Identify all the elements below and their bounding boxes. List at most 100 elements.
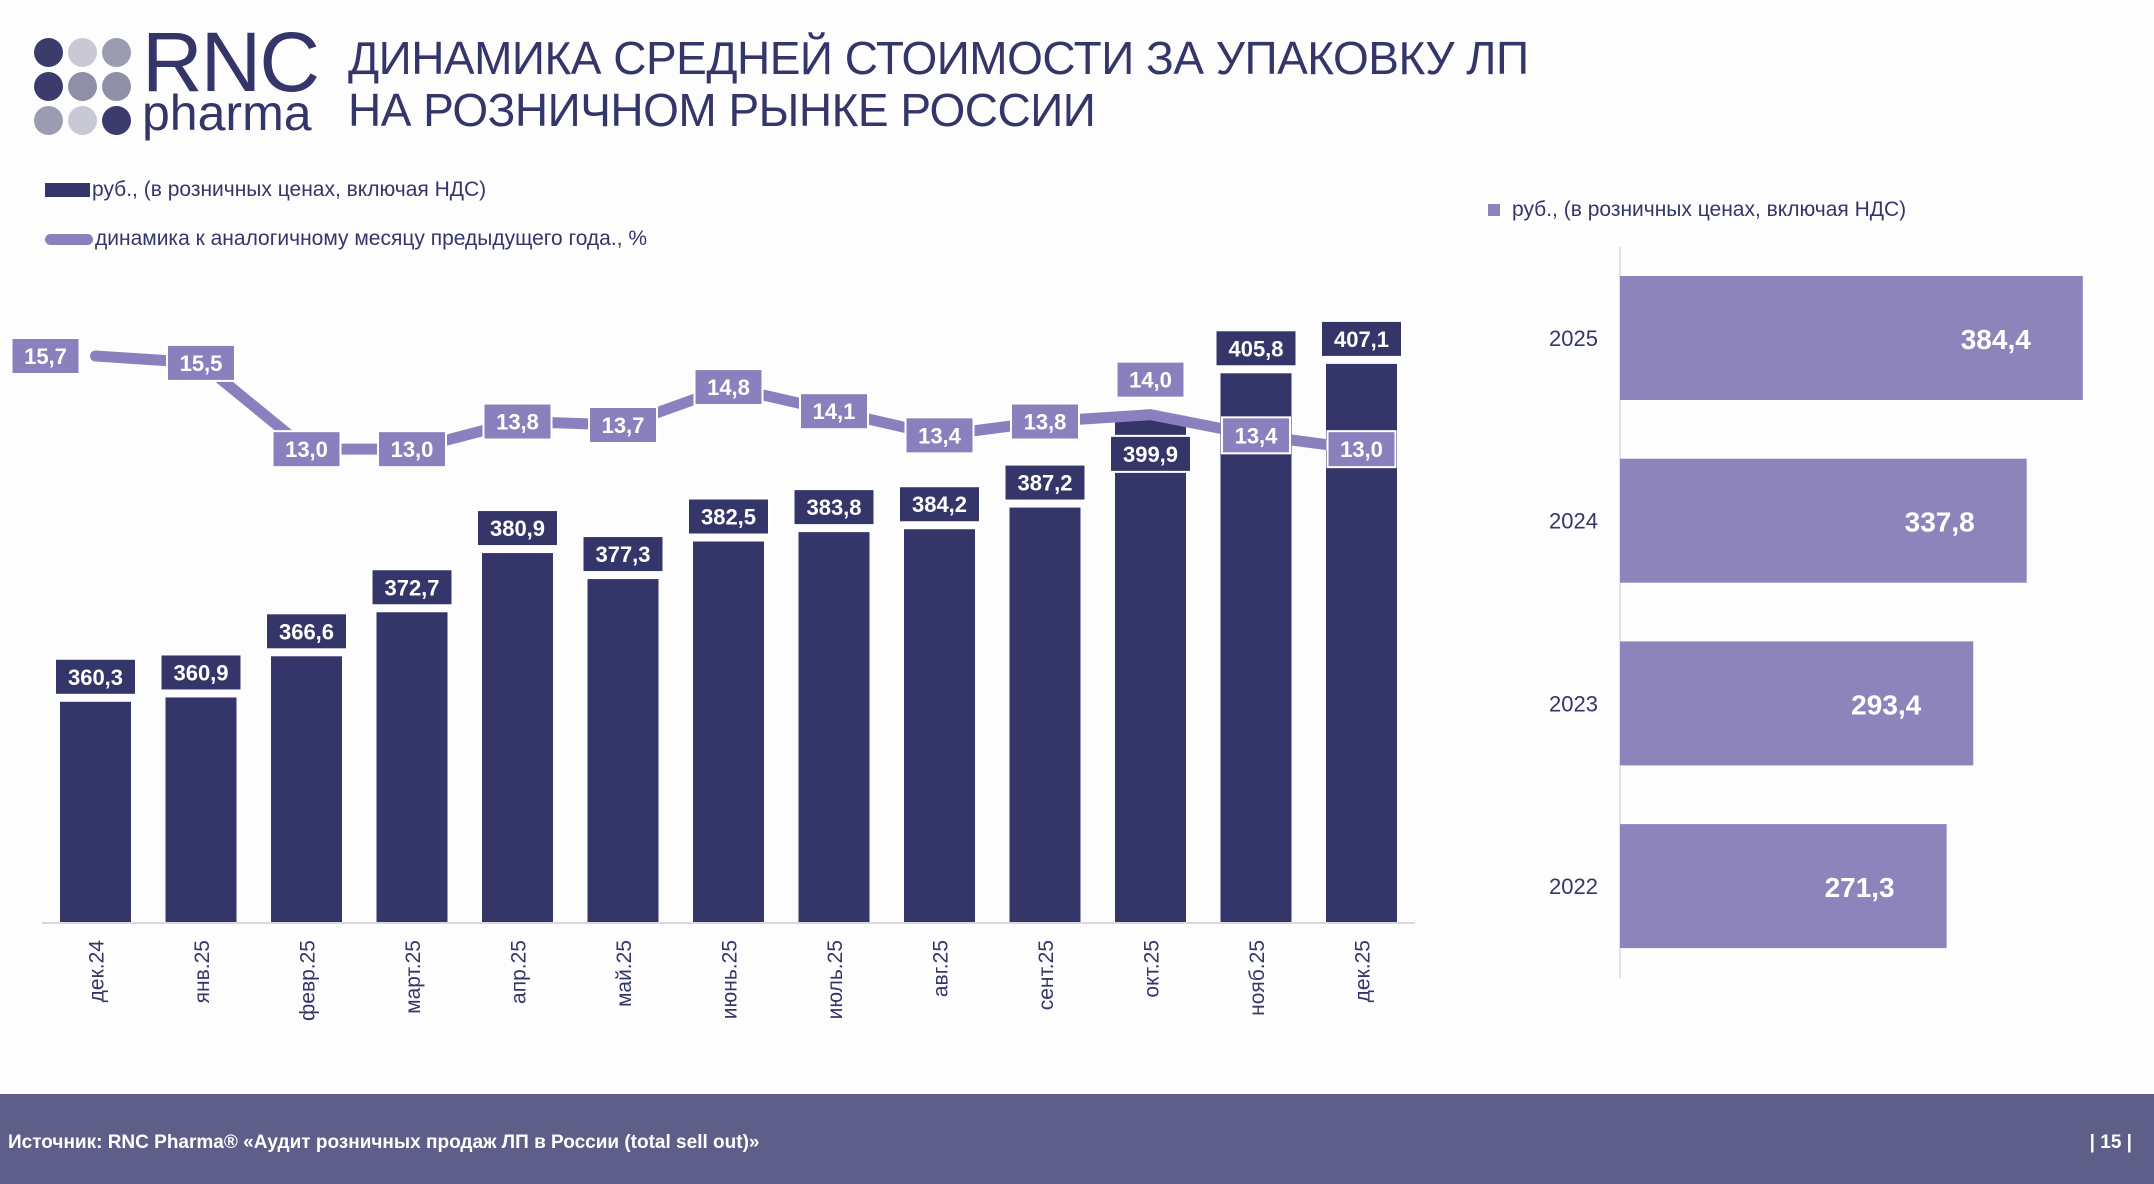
legend-line: динамика к аналогичному месяцу предыдуще… xyxy=(45,227,647,251)
page-number: | 15 | xyxy=(2089,1132,2132,1153)
bar-value-label-box xyxy=(1109,434,1192,473)
bar-value-label-box xyxy=(1214,329,1298,368)
source-note: Источник: RNC Pharma® «Аудит розничных п… xyxy=(8,1132,760,1153)
line-value-label-box xyxy=(1010,402,1080,441)
bar-value-label: 360,3 xyxy=(68,665,123,690)
line-value-label: 13,8 xyxy=(1024,410,1067,435)
x-tick-label: янв.25 xyxy=(191,940,214,1003)
year-label: 2022 xyxy=(1549,874,1598,899)
x-tick-label: апр.25 xyxy=(508,940,531,1004)
bar-value-label-box xyxy=(159,653,243,692)
annual-value-label: 384,4 xyxy=(1961,324,2031,355)
bar-апр.25 xyxy=(482,553,553,922)
bar-value-label: 387,2 xyxy=(1017,471,1072,496)
line-value-label: 13,0 xyxy=(285,437,328,462)
bar-сент.25 xyxy=(1009,507,1081,922)
line-value-label: 13,0 xyxy=(1340,437,1383,462)
x-tick-label: февр.25 xyxy=(297,940,320,1021)
footer: Источник: RNC Pharma® «Аудит розничных п… xyxy=(0,1094,2154,1184)
rnc-pharma-logo: RNC pharma xyxy=(34,20,324,141)
legend-bar-swatch xyxy=(45,183,90,197)
line-value-label-box xyxy=(799,392,869,431)
bar-value-label: 383,8 xyxy=(806,495,861,520)
line-value-label-box xyxy=(1326,430,1397,469)
annual-bar-2025 xyxy=(1620,276,2083,400)
bar-value-label-box xyxy=(792,488,876,527)
page-title: ДИНАМИКА СРЕДНЕЙ СТОИМОСТИ ЗА УПАКОВКУ Л… xyxy=(348,32,1529,136)
bar-value-label: 405,8 xyxy=(1228,336,1283,361)
annual-value-label: 293,4 xyxy=(1851,689,1921,720)
line-value-label: 13,0 xyxy=(391,437,434,462)
bar-value-label-box xyxy=(54,657,137,696)
x-tick-label: сент.25 xyxy=(1035,940,1058,1010)
line-value-label-box xyxy=(10,337,81,375)
x-tick-label: дек.25 xyxy=(1352,940,1375,1002)
logo-text: RNC xyxy=(142,15,320,109)
bar-авг.25 xyxy=(904,529,975,922)
bar-value-label: 407,1 xyxy=(1334,327,1389,352)
bar-value-label: 382,5 xyxy=(701,505,756,530)
line-value-label-box xyxy=(482,402,553,441)
bar-нояб.25 xyxy=(1220,373,1292,922)
annual-bar-2023 xyxy=(1620,641,1974,766)
bar-value-label: 399,9 xyxy=(1123,442,1178,467)
bar-value-label-box xyxy=(581,535,665,574)
line-value-label-box xyxy=(1115,360,1186,399)
chart-area: дек.24 янв.25 февр.25 март.25 апр.25 май.25 ию… xyxy=(10,247,2083,1021)
legend-bar: руб., (в розничных ценах, включая НДС) xyxy=(45,178,486,202)
line-value-label: 13,4 xyxy=(1235,423,1279,448)
annual-value-label: 337,8 xyxy=(1905,507,1975,538)
x-tick-label: март.25 xyxy=(402,940,425,1014)
bar-янв.25 xyxy=(165,697,237,922)
line-value-label-box xyxy=(588,406,658,444)
legend-line-swatch xyxy=(45,233,93,245)
bar-май.25 xyxy=(587,579,659,922)
line-value-label-box xyxy=(1221,416,1291,455)
bar-июль.25 xyxy=(798,532,870,922)
bar-дек.24 xyxy=(60,701,131,922)
bar-окт.25 xyxy=(1115,415,1186,922)
logo-subtext: pharma xyxy=(142,85,312,141)
bar-value-label-box xyxy=(476,509,559,548)
legend-bar-label: руб., (в розничных ценах, включая НДС) xyxy=(92,178,487,201)
bar-value-label: 380,9 xyxy=(490,516,545,541)
bar-value-label: 377,3 xyxy=(595,542,650,567)
x-tick-label: июнь.25 xyxy=(719,940,742,1019)
line-value-label-box xyxy=(271,430,342,469)
line-value-label: 13,8 xyxy=(496,410,539,435)
x-tick-label: дек.24 xyxy=(86,940,109,1003)
year-label: 2023 xyxy=(1549,691,1598,716)
bar-value-label-box xyxy=(370,568,454,607)
legend-annual-swatch xyxy=(1488,204,1500,216)
bar-value-label: 366,6 xyxy=(279,619,334,644)
line-value-label-box xyxy=(377,430,447,469)
year-label: 2024 xyxy=(1549,509,1598,534)
x-tick-label: июль.25 xyxy=(824,940,847,1019)
line-value-label: 14,1 xyxy=(813,399,856,424)
annual-value-label: 271,3 xyxy=(1825,872,1895,903)
line-value-label-box xyxy=(904,416,975,455)
x-tick-label: май.25 xyxy=(613,940,636,1007)
bar-value-label-box xyxy=(1003,463,1087,502)
title-line-2: НА РОЗНИЧНОМ РЫНКЕ РОССИИ xyxy=(348,84,1096,136)
x-tick-label: авг.25 xyxy=(930,940,953,997)
bar-value-label-box xyxy=(687,497,770,536)
year-label: 2025 xyxy=(1549,326,1598,351)
annual-bar-2022 xyxy=(1620,824,1947,949)
title-line-1: ДИНАМИКА СРЕДНЕЙ СТОИМОСТИ ЗА УПАКОВКУ Л… xyxy=(348,32,1529,84)
x-tick-label: нояб.25 xyxy=(1246,940,1269,1016)
line-value-label: 13,4 xyxy=(918,423,962,448)
line-value-label: 14,0 xyxy=(1129,368,1172,393)
bar-value-label-box xyxy=(898,485,981,524)
line-value-label: 15,7 xyxy=(24,344,67,369)
annual-bar-2024 xyxy=(1620,458,2027,583)
line-value-label-box xyxy=(166,343,236,382)
bar-февр.25 xyxy=(271,656,342,922)
bar-март.25 xyxy=(376,612,448,922)
legend-line-label: динамика к аналогичному месяцу предыдуще… xyxy=(95,227,648,250)
bar-value-label: 384,2 xyxy=(912,492,967,517)
x-tick-label: окт.25 xyxy=(1141,940,1164,998)
bar-июнь.25 xyxy=(693,541,764,922)
bar-value-label-box xyxy=(1320,319,1403,358)
line-value-label: 13,7 xyxy=(602,413,645,438)
